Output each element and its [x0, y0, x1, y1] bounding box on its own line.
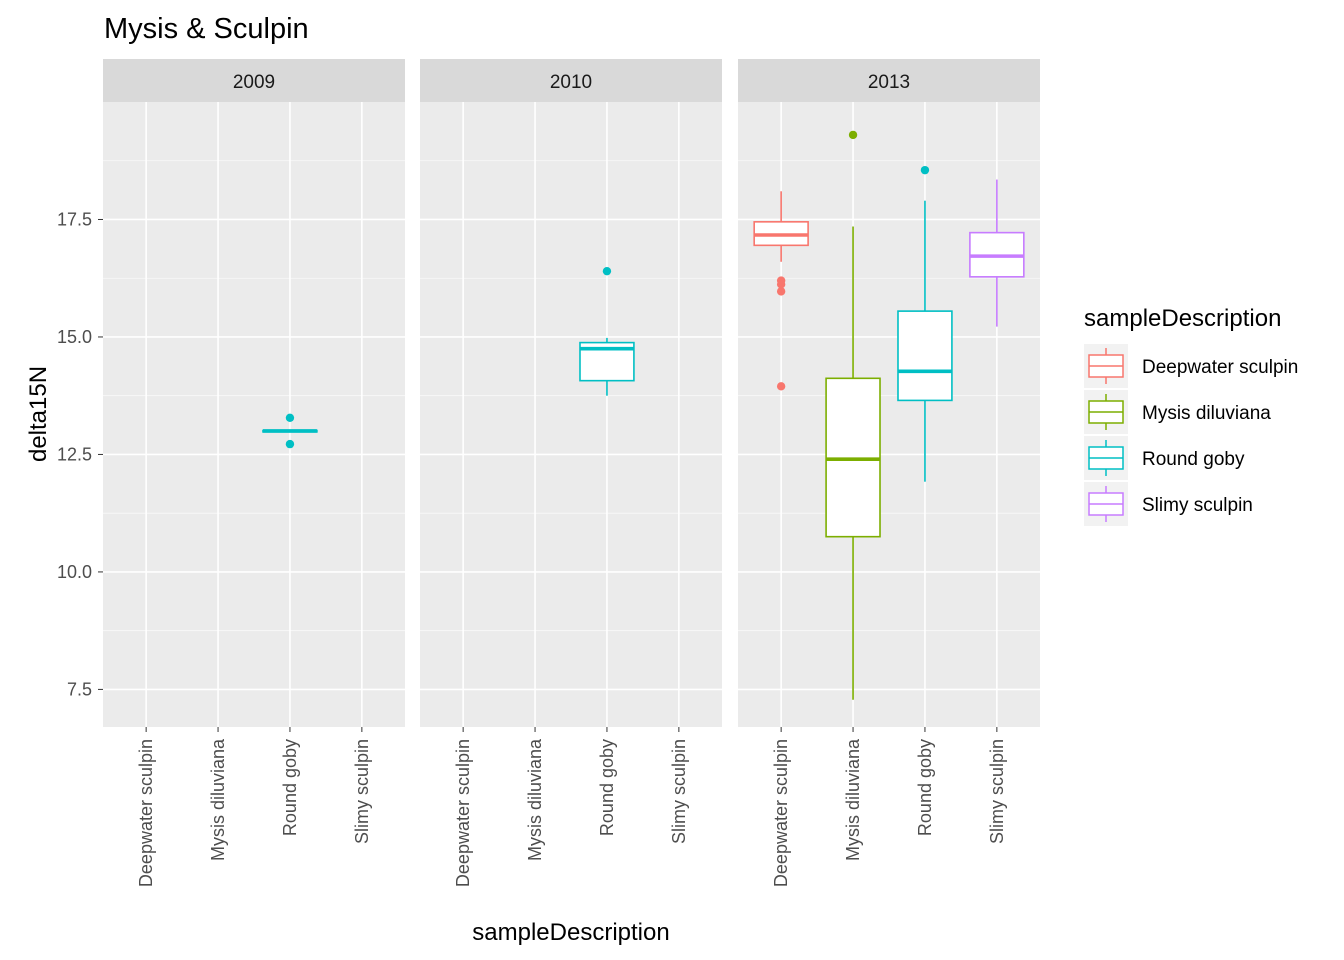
x-tick-label-deepwater-sculpin: Deepwater sculpin — [136, 739, 156, 887]
y-tick-label-17-5: 17.5 — [57, 209, 92, 229]
legend-label: Mysis diluviana — [1142, 403, 1271, 424]
box-deepwater-sculpin — [753, 191, 809, 391]
x-tick-label-slimy-sculpin: Slimy sculpin — [987, 739, 1007, 844]
box-slimy-sculpin — [969, 179, 1025, 327]
outlier-point — [848, 130, 858, 140]
x-tick-label-round-goby: Round goby — [915, 739, 935, 836]
legend-item-round-goby: Round goby — [1084, 436, 1245, 480]
facet-panel-2013: 2013 Deepwater sculpin Mysis diluviana Roun… — [738, 59, 1040, 887]
box-round-goby — [897, 165, 953, 482]
outlier-point — [285, 413, 295, 422]
legend-title: sampleDescription — [1084, 305, 1281, 332]
y-axis: 7.5 10.0 12.5 15.0 17.5 — [57, 209, 103, 699]
y-tick-label-7-5: 7.5 — [67, 679, 92, 699]
facet-strip — [420, 59, 722, 102]
x-tick-label-deepwater-sculpin: Deepwater sculpin — [771, 739, 791, 887]
box-body — [897, 310, 953, 402]
chart-title: Mysis & Sculpin — [104, 13, 309, 45]
x-tick-label-slimy-sculpin: Slimy sculpin — [669, 739, 689, 844]
outlier-point — [776, 280, 786, 289]
box-round-goby — [262, 413, 318, 449]
legend-label: Round goby — [1142, 449, 1245, 470]
legend-item-mysis-diluviana: Mysis diluviana — [1084, 390, 1271, 434]
facet-panels: 2009 Deepwater sculpin Mysis diluviana Roun… — [103, 59, 1040, 887]
outlier-point — [602, 266, 612, 276]
legend-items: Deepwater sculpin Mysis diluviana Round go… — [1084, 344, 1298, 526]
legend: sampleDescription Deepwater sculpin Mysis… — [1084, 305, 1298, 526]
outlier-point — [776, 382, 786, 391]
facet-strip — [738, 59, 1040, 102]
outlier-point — [285, 439, 295, 449]
legend-label: Deepwater sculpin — [1142, 357, 1298, 378]
facet-panel-2009: 2009 Deepwater sculpin Mysis diluviana Roun… — [103, 59, 405, 887]
legend-label: Slimy sculpin — [1142, 495, 1253, 516]
box-round-goby — [579, 266, 635, 396]
x-tick-label-mysis-diluviana: Mysis diluviana — [208, 738, 228, 861]
legend-item-slimy-sculpin: Slimy sculpin — [1084, 482, 1253, 526]
legend-item-deepwater-sculpin: Deepwater sculpin — [1084, 344, 1298, 388]
outlier-point — [776, 287, 786, 296]
facet-panel-2010: 2010 Deepwater sculpin Mysis diluviana Roun… — [420, 59, 722, 887]
y-tick-label-10-0: 10.0 — [57, 562, 92, 582]
box-mysis-diluviana — [825, 130, 881, 700]
panel-background — [738, 102, 1040, 727]
facet-strip-label: 2010 — [550, 72, 592, 93]
facet-strip — [103, 59, 405, 102]
x-axis-title: sampleDescription — [472, 919, 669, 946]
x-tick-label-slimy-sculpin: Slimy sculpin — [352, 739, 372, 844]
y-axis-title: delta15N — [25, 366, 52, 462]
x-tick-label-round-goby: Round goby — [597, 739, 617, 836]
panel-background — [420, 102, 722, 727]
x-tick-label-mysis-diluviana: Mysis diluviana — [843, 738, 863, 861]
y-tick-label-12-5: 12.5 — [57, 444, 92, 464]
facet-strip-label: 2009 — [233, 72, 275, 93]
panel-background — [103, 102, 405, 727]
outlier-point — [920, 165, 930, 175]
x-tick-label-deepwater-sculpin: Deepwater sculpin — [453, 739, 473, 887]
facet-strip-label: 2013 — [868, 72, 910, 93]
x-tick-label-round-goby: Round goby — [280, 739, 300, 836]
y-tick-label-15-0: 15.0 — [57, 327, 92, 347]
x-tick-label-mysis-diluviana: Mysis diluviana — [525, 738, 545, 861]
